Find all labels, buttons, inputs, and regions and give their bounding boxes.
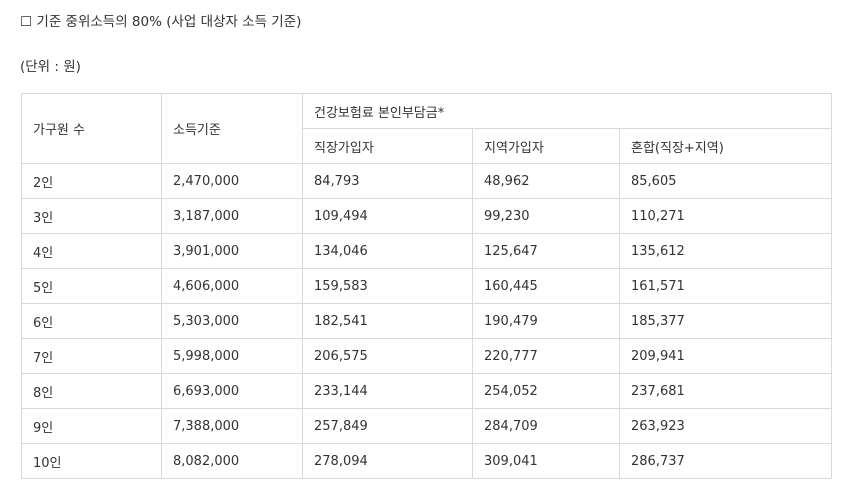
cell-income: 6,693,000: [161, 373, 303, 409]
cell-regional: 220,777: [472, 338, 620, 374]
table-row: 7인 5,998,000 206,575 220,777 209,941: [21, 338, 833, 374]
cell-mixed: 85,605: [618, 163, 833, 199]
income-premium-table: 가구원 수 소득기준 건강보험료 본인부담금* 직장가입자 지역가입자 혼합(직…: [21, 93, 833, 479]
cell-household: 4인: [21, 233, 162, 269]
cell-employee: 257,849: [302, 408, 473, 444]
cell-employee: 182,541: [302, 303, 473, 339]
cell-household: 8인: [21, 373, 162, 409]
table-header-row: 가구원 수 소득기준 건강보험료 본인부담금*: [21, 93, 833, 164]
cell-income: 5,303,000: [161, 303, 303, 339]
cell-household: 5인: [21, 268, 162, 304]
cell-income: 3,187,000: [161, 198, 303, 234]
cell-mixed: 286,737: [618, 443, 833, 479]
cell-household: 2인: [21, 163, 162, 199]
header-employee: 직장가입자: [302, 128, 473, 164]
unit-note: (단위 : 원): [20, 59, 81, 75]
cell-regional: 160,445: [472, 268, 620, 304]
cell-regional: 125,647: [472, 233, 620, 269]
section-heading: ☐ 기준 중위소득의 80% (사업 대상자 소득 기준): [20, 14, 302, 30]
cell-employee: 233,144: [302, 373, 473, 409]
table-subheader-row: 직장가입자 지역가입자 혼합(직장+지역): [22, 128, 833, 164]
cell-employee: 84,793: [302, 163, 473, 199]
cell-income: 8,082,000: [161, 443, 303, 479]
cell-employee: 159,583: [302, 268, 473, 304]
cell-household: 3인: [21, 198, 162, 234]
cell-mixed: 237,681: [618, 373, 833, 409]
table-row: 6인 5,303,000 182,541 190,479 185,377: [21, 303, 833, 339]
cell-regional: 254,052: [472, 373, 620, 409]
cell-mixed: 135,612: [618, 233, 833, 269]
cell-household: 10인: [21, 443, 162, 479]
header-premium-group: 건강보험료 본인부담금*: [301, 93, 833, 129]
cell-employee: 109,494: [302, 198, 473, 234]
cell-income: 3,901,000: [161, 233, 303, 269]
cell-regional: 48,962: [472, 163, 620, 199]
table-row: 2인 2,470,000 84,793 48,962 85,605: [21, 163, 833, 199]
table-row: 10인 8,082,000 278,094 309,041 286,737: [21, 443, 833, 479]
cell-income: 4,606,000: [161, 268, 303, 304]
table-row: 9인 7,388,000 257,849 284,709 263,923: [21, 408, 833, 444]
table-row: 4인 3,901,000 134,046 125,647 135,612: [21, 233, 833, 269]
cell-income: 2,470,000: [161, 163, 303, 199]
cell-mixed: 209,941: [618, 338, 833, 374]
cell-mixed: 110,271: [618, 198, 833, 234]
cell-employee: 206,575: [302, 338, 473, 374]
cell-mixed: 161,571: [618, 268, 833, 304]
header-regional: 지역가입자: [472, 128, 620, 164]
cell-income: 7,388,000: [161, 408, 303, 444]
cell-regional: 99,230: [472, 198, 620, 234]
header-income: 소득기준: [161, 93, 303, 164]
table-row: 5인 4,606,000 159,583 160,445 161,571: [21, 268, 833, 304]
cell-mixed: 185,377: [618, 303, 833, 339]
cell-regional: 309,041: [472, 443, 620, 479]
cell-household: 6인: [21, 303, 162, 339]
cell-employee: 134,046: [302, 233, 473, 269]
cell-household: 7인: [21, 338, 162, 374]
table-row: 8인 6,693,000 233,144 254,052 237,681: [21, 373, 833, 409]
cell-household: 9인: [21, 408, 162, 444]
cell-regional: 284,709: [472, 408, 620, 444]
cell-regional: 190,479: [472, 303, 620, 339]
cell-mixed: 263,923: [618, 408, 833, 444]
header-mixed: 혼합(직장+지역): [618, 128, 833, 164]
cell-income: 5,998,000: [161, 338, 303, 374]
cell-employee: 278,094: [302, 443, 473, 479]
table-row: 3인 3,187,000 109,494 99,230 110,271: [21, 198, 833, 234]
header-household: 가구원 수: [21, 93, 162, 164]
